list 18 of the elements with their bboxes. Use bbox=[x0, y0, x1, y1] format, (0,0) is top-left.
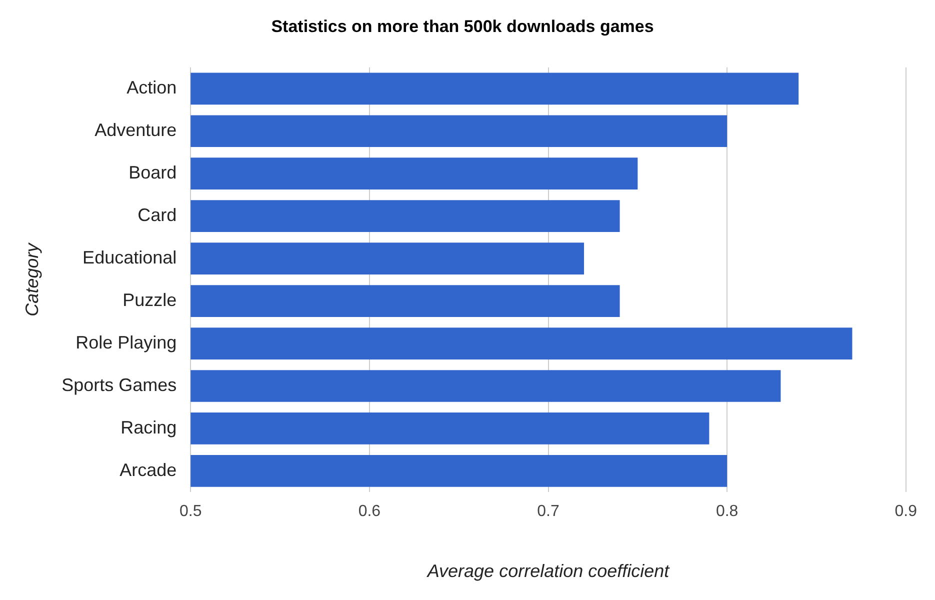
y-tick-label: Action bbox=[126, 78, 177, 98]
x-tick-label: 0.7 bbox=[537, 503, 560, 520]
y-tick-label: Adventure bbox=[94, 120, 177, 140]
y-tick-label: Board bbox=[128, 162, 177, 183]
y-tick-label: Card bbox=[138, 205, 177, 226]
y-tick-label: Puzzle bbox=[122, 290, 177, 310]
x-tick-label: 0.5 bbox=[180, 503, 202, 520]
y-tick-label: Educational bbox=[82, 248, 177, 268]
x-tick-label: 0.6 bbox=[358, 503, 381, 520]
y-tick-label: Arcade bbox=[120, 460, 177, 480]
x-axis-title: Average correlation coefficient bbox=[426, 561, 670, 582]
chart-title: Statistics on more than 500k downloads games bbox=[271, 16, 654, 36]
y-tick-label: Sports Games bbox=[62, 374, 177, 395]
x-tick-label: 0.9 bbox=[894, 503, 918, 520]
y-tick-label: Role Playing bbox=[76, 332, 177, 352]
x-tick-label: 0.8 bbox=[716, 503, 738, 520]
y-axis-title: Category bbox=[22, 242, 42, 316]
y-tick-label: Racing bbox=[120, 417, 177, 438]
